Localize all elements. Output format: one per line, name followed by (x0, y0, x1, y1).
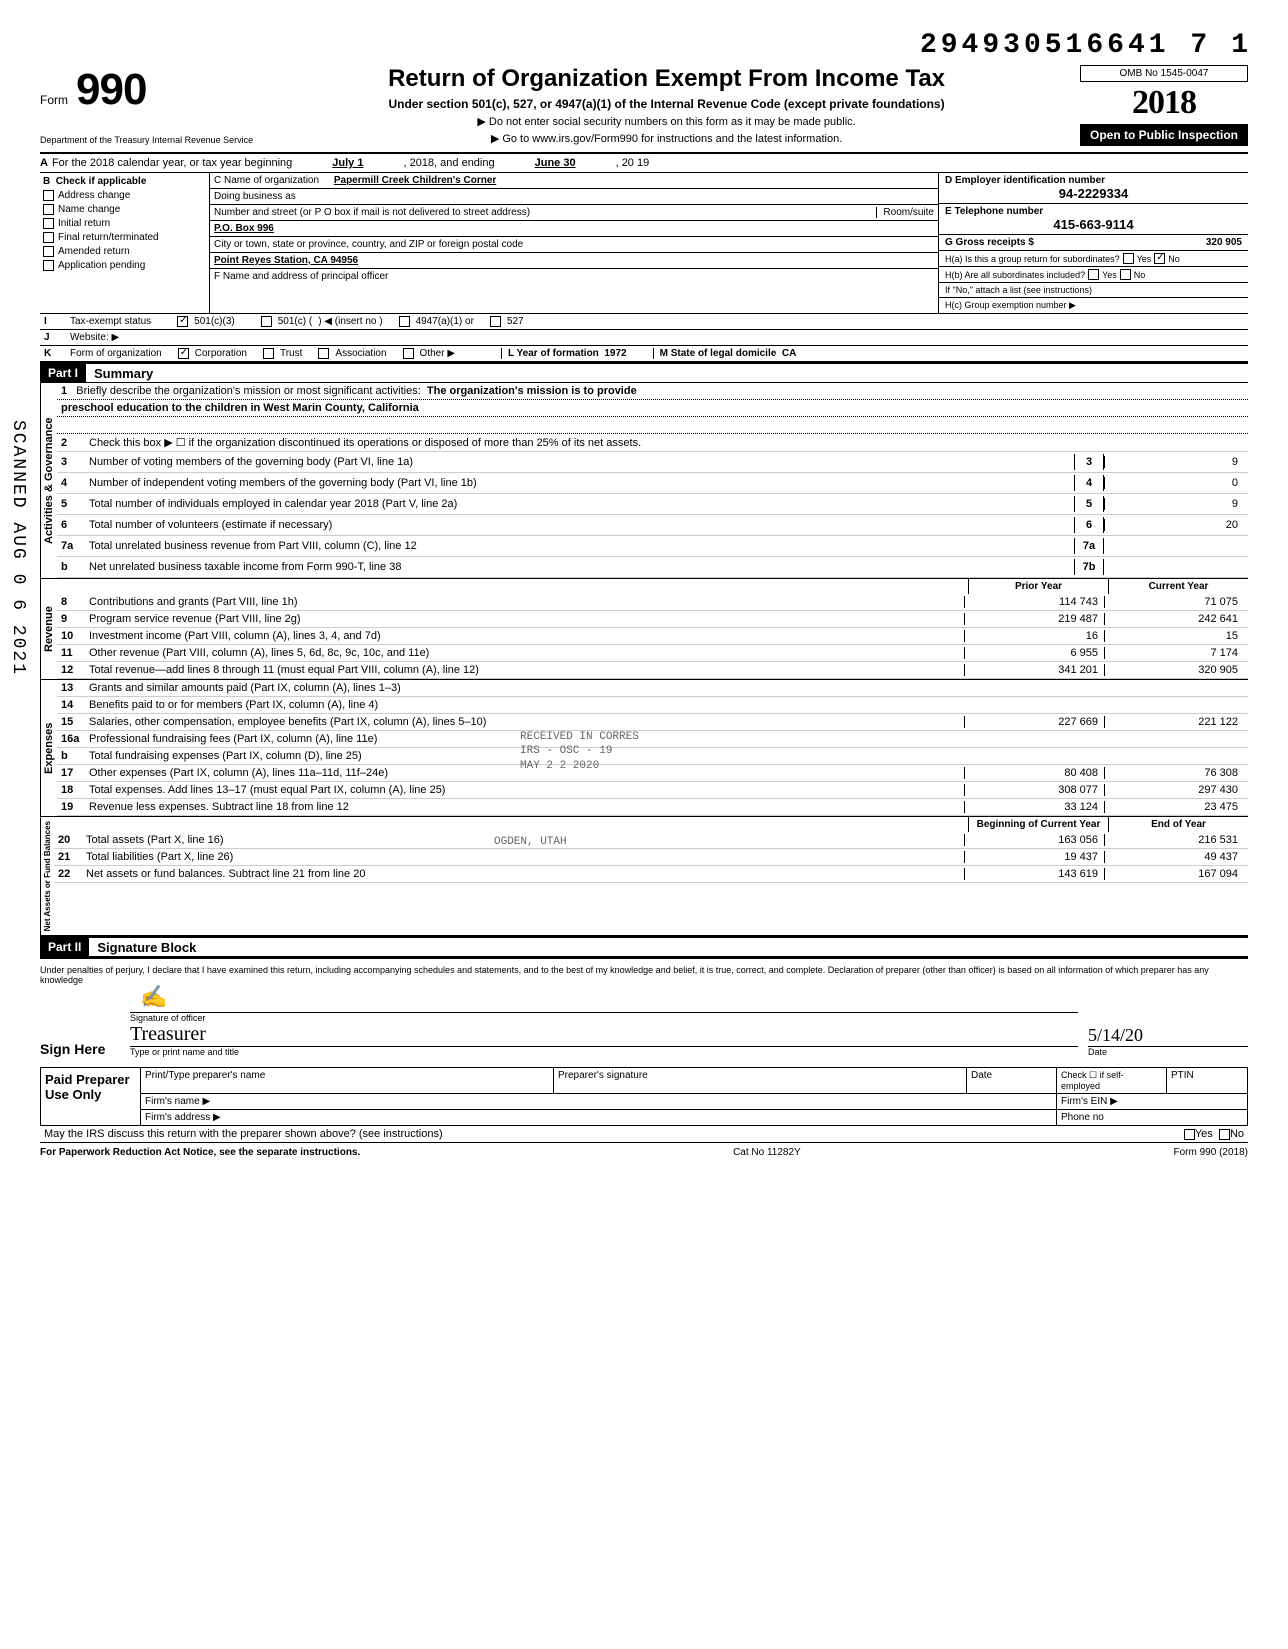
check-ha-no[interactable] (1154, 253, 1165, 264)
check-501c3[interactable] (177, 316, 188, 327)
check-discuss-no[interactable] (1219, 1129, 1230, 1140)
org-address: P.O. Box 996 (214, 223, 274, 234)
form-note-1: ▶ Do not enter social security numbers o… (273, 115, 1060, 128)
data-line: 13Grants and similar amounts paid (Part … (57, 680, 1248, 697)
irs-stamp: RECEIVED IN CORRESIRS - OSC - 19MAY 2 2 … (520, 730, 639, 773)
year-formation: 1972 (604, 348, 626, 359)
check-initial-return[interactable] (43, 218, 54, 229)
open-public-badge: Open to Public Inspection (1080, 124, 1248, 146)
data-line: 10Investment income (Part VIII, column (… (57, 628, 1248, 645)
form-note-2: ▶ Go to www.irs.gov/Form990 for instruct… (273, 132, 1060, 145)
org-city: Point Reyes Station, CA 94956 (214, 255, 358, 266)
check-501c[interactable] (261, 316, 272, 327)
data-line: 12Total revenue—add lines 8 through 11 (… (57, 662, 1248, 679)
omb-number: OMB No 1545-0047 (1080, 65, 1248, 82)
form-header: Form 990 Department of the Treasury Inte… (40, 65, 1248, 154)
gov-line: 3Number of voting members of the governi… (57, 452, 1248, 473)
form-subtitle: Under section 501(c), 527, or 4947(a)(1)… (273, 97, 1060, 111)
gov-line: 5Total number of individuals employed in… (57, 494, 1248, 515)
data-line: 15Salaries, other compensation, employee… (57, 714, 1248, 731)
data-line: bTotal fundraising expenses (Part IX, co… (57, 748, 1248, 765)
gov-line: 7aTotal unrelated business revenue from … (57, 536, 1248, 557)
preparer-block: Paid Preparer Use Only Print/Type prepar… (40, 1067, 1248, 1126)
check-final-return[interactable] (43, 232, 54, 243)
data-line: 9Program service revenue (Part VIII, lin… (57, 611, 1248, 628)
check-pending[interactable] (43, 260, 54, 271)
check-discuss-yes[interactable] (1184, 1129, 1195, 1140)
check-assoc[interactable] (318, 348, 329, 359)
data-line: 18Total expenses. Add lines 13–17 (must … (57, 782, 1248, 799)
data-line: 21Total liabilities (Part X, line 26)19 … (54, 849, 1248, 866)
check-amended[interactable] (43, 246, 54, 257)
vert-governance: Activities & Governance (40, 383, 57, 578)
sign-date: 5/14/20 (1088, 1025, 1143, 1046)
gov-line: bNet unrelated business taxable income f… (57, 557, 1248, 578)
data-line: 17Other expenses (Part IX, column (A), l… (57, 765, 1248, 782)
check-trust[interactable] (263, 348, 274, 359)
part-1-header: Part I Summary (40, 362, 1248, 383)
gross-receipts: 320 905 (1206, 237, 1242, 248)
check-hb-no[interactable] (1120, 269, 1131, 280)
vert-expenses: Expenses (40, 680, 57, 816)
org-name: Papermill Creek Children's Corner (334, 175, 496, 186)
line-a: A For the 2018 calendar year, or tax yea… (40, 154, 1248, 173)
col-c: C Name of organization Papermill Creek C… (210, 173, 938, 313)
data-line: 19Revenue less expenses. Subtract line 1… (57, 799, 1248, 816)
scanned-stamp: SCANNED AUG 0 6 2021 (8, 420, 28, 676)
phone: 415-663-9114 (945, 217, 1242, 232)
form-number: 990 (76, 65, 146, 115)
data-line: 16aProfessional fundraising fees (Part I… (57, 731, 1248, 748)
signer-title: Treasurer (130, 1023, 206, 1046)
check-address-change[interactable] (43, 190, 54, 201)
page-footer: For Paperwork Reduction Act Notice, see … (40, 1147, 1248, 1158)
header-grid: B Check if applicable Address change Nam… (40, 173, 1248, 314)
mission-text-1: The organization's mission is to provide (427, 385, 637, 397)
gov-line: 4Number of independent voting members of… (57, 473, 1248, 494)
ein: 94-2229334 (945, 186, 1242, 201)
data-line: 20Total assets (Part X, line 16)163 0562… (54, 832, 1248, 849)
check-name-change[interactable] (43, 204, 54, 215)
col-b: B Check if applicable Address change Nam… (40, 173, 210, 313)
check-other[interactable] (403, 348, 414, 359)
data-line: 22Net assets or fund balances. Subtract … (54, 866, 1248, 883)
dept-label: Department of the Treasury Internal Reve… (40, 135, 253, 145)
gov-line: 2Check this box ▶ ☐ if the organization … (57, 434, 1248, 452)
check-hb-yes[interactable] (1088, 269, 1099, 280)
mission-text-2: preschool education to the children in W… (61, 402, 419, 414)
state-domicile: CA (782, 348, 796, 359)
data-line: 8Contributions and grants (Part VIII, li… (57, 594, 1248, 611)
signature-block: Under penalties of perjury, I declare th… (40, 957, 1248, 1067)
document-id: 294930516641 71 (40, 30, 1248, 61)
check-4947[interactable] (399, 316, 410, 327)
gov-line: 6Total number of volunteers (estimate if… (57, 515, 1248, 536)
tax-year: 2018 (1080, 84, 1248, 122)
ogden-stamp: OGDEN, UTAH (494, 835, 567, 849)
vert-net-assets: Net Assets or Fund Balances (40, 817, 54, 935)
vert-revenue: Revenue (40, 579, 57, 679)
form-word: Form (40, 93, 68, 107)
data-line: 14Benefits paid to or for members (Part … (57, 697, 1248, 714)
part-2-header: Part II Signature Block (40, 936, 1248, 957)
form-title: Return of Organization Exempt From Incom… (273, 65, 1060, 93)
check-ha-yes[interactable] (1123, 253, 1134, 264)
col-right: D Employer identification number94-22293… (938, 173, 1248, 313)
check-corp[interactable] (178, 348, 189, 359)
data-line: 11Other revenue (Part VIII, column (A), … (57, 645, 1248, 662)
check-527[interactable] (490, 316, 501, 327)
